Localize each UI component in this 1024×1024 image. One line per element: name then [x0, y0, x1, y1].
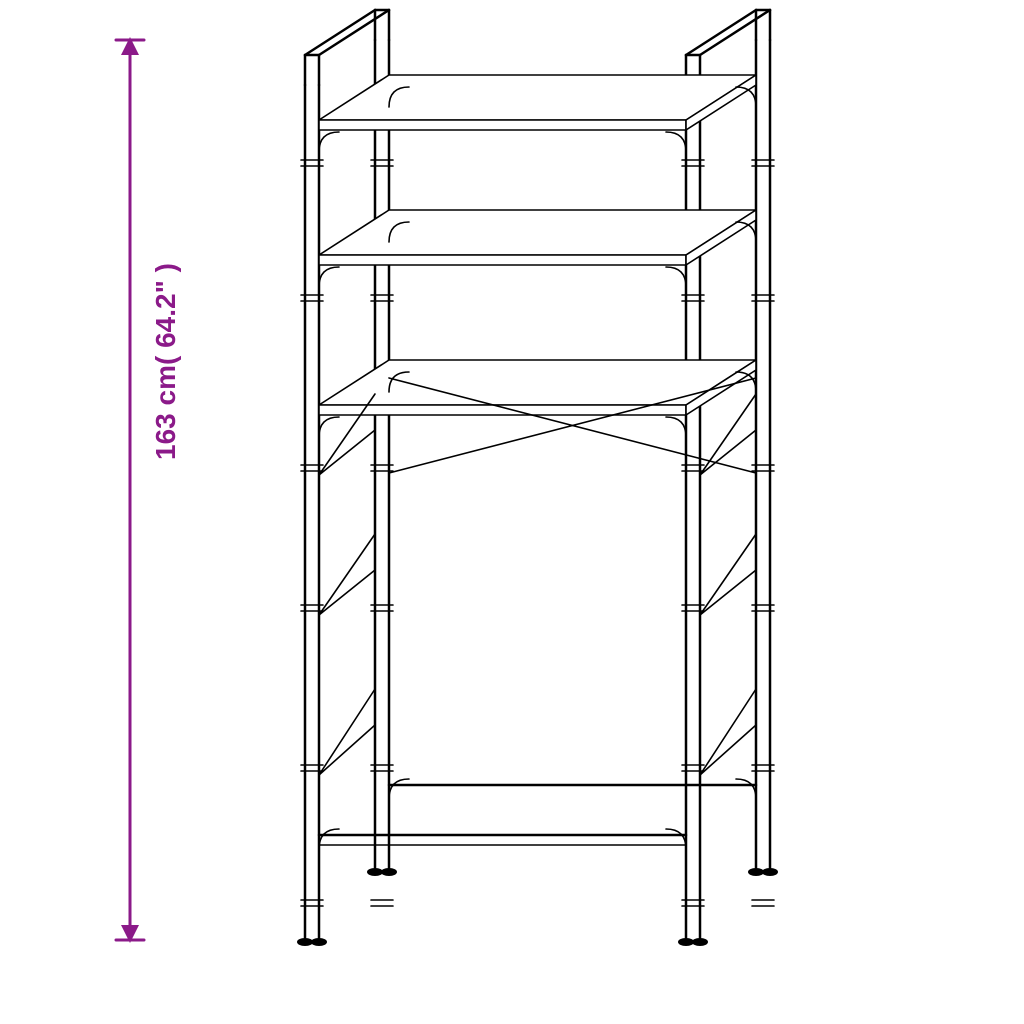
rack-drawing — [297, 10, 778, 946]
dimensions: 163 cm( 64.2" ) — [116, 40, 181, 940]
dim-total-height: 163 cm( 64.2" ) — [150, 263, 181, 460]
dimension-diagram: 163 cm( 64.2" ) — [0, 0, 1024, 1024]
